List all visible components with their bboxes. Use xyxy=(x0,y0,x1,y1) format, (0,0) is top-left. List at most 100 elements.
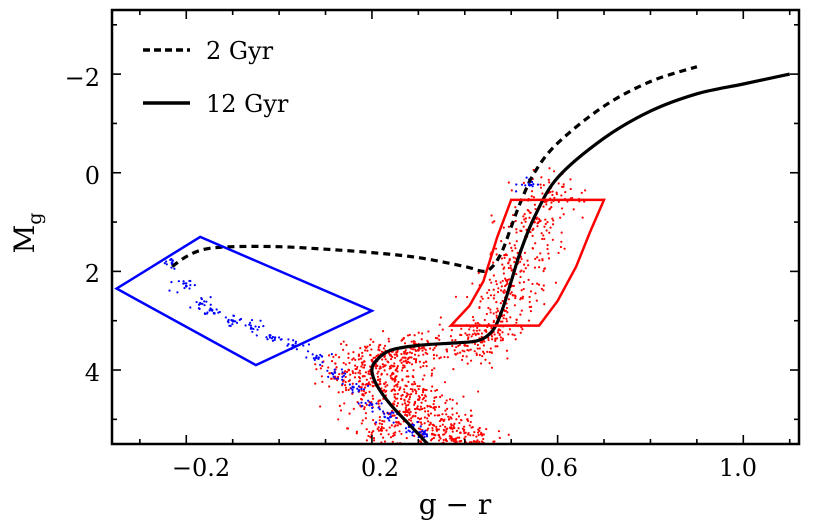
red-star-point xyxy=(478,426,481,430)
blue-star-point xyxy=(341,378,344,381)
red-star-point xyxy=(440,394,444,397)
red-star-point xyxy=(536,282,539,285)
red-star-point xyxy=(424,348,427,351)
red-star-point xyxy=(548,167,551,170)
red-star-point xyxy=(458,440,461,443)
blue-star-point xyxy=(425,435,429,438)
red-star-point xyxy=(431,385,434,388)
red-star-point xyxy=(413,434,416,438)
red-star-point xyxy=(393,433,396,437)
red-star-point xyxy=(503,256,506,259)
red-star-point xyxy=(457,415,461,418)
red-star-point xyxy=(439,316,442,319)
blue-star-point xyxy=(388,419,391,422)
blue-star-point xyxy=(351,385,354,388)
blue-star-point xyxy=(170,257,173,261)
red-star-point xyxy=(531,282,534,286)
red-star-point xyxy=(399,397,403,400)
red-star-point xyxy=(504,284,507,288)
red-star-point xyxy=(365,439,368,442)
red-star-point xyxy=(521,297,524,300)
blue-star-point xyxy=(273,336,277,340)
red-star-point xyxy=(387,361,390,364)
red-star-point xyxy=(400,394,403,397)
red-star-point xyxy=(468,328,471,331)
red-star-point xyxy=(494,280,498,283)
red-star-point xyxy=(483,318,486,322)
blue-star-point xyxy=(377,406,380,409)
red-star-point xyxy=(437,428,440,431)
red-star-point xyxy=(438,449,440,451)
red-star-point xyxy=(452,368,455,371)
blue-star-point xyxy=(331,373,335,376)
red-star-point xyxy=(505,320,508,323)
red-star-point xyxy=(470,426,473,429)
red-star-point xyxy=(405,394,408,398)
red-star-point xyxy=(458,343,461,347)
red-star-point xyxy=(497,329,500,332)
red-star-point xyxy=(439,395,442,399)
red-star-point xyxy=(441,328,444,331)
blue-star-point xyxy=(235,321,239,324)
red-star-point xyxy=(445,428,448,431)
blue-star-point xyxy=(249,321,252,324)
red-star-point xyxy=(383,420,386,423)
red-star-point xyxy=(348,379,351,382)
red-star-point xyxy=(534,257,537,260)
red-star-point xyxy=(422,396,426,399)
red-star-point xyxy=(382,347,386,350)
red-star-point xyxy=(526,259,529,262)
red-star-point xyxy=(402,410,405,413)
red-star-point xyxy=(435,388,439,392)
red-star-point xyxy=(522,287,525,291)
red-star-point xyxy=(392,372,395,375)
red-star-point xyxy=(512,284,515,288)
red-star-point xyxy=(429,412,433,415)
red-star-point xyxy=(377,346,380,349)
blue-star-point xyxy=(176,291,179,294)
red-star-point xyxy=(400,432,403,436)
red-star-point xyxy=(496,331,500,334)
red-star-point xyxy=(403,402,407,405)
red-star-point xyxy=(359,357,363,360)
red-star-point xyxy=(344,375,347,379)
red-star-point xyxy=(502,272,505,275)
blue-star-point xyxy=(273,338,276,342)
red-star-point xyxy=(436,450,438,452)
red-star-point xyxy=(451,398,454,402)
red-star-point xyxy=(421,378,424,381)
red-star-point xyxy=(424,395,428,398)
blue-star-point xyxy=(315,354,318,357)
isochrone-12gyr-line xyxy=(370,72,791,444)
red-star-point xyxy=(469,348,472,351)
blue-star-point xyxy=(266,338,269,341)
red-star-point xyxy=(513,294,516,297)
red-star-point xyxy=(367,370,370,373)
red-star-point xyxy=(559,245,563,249)
red-star-point xyxy=(466,295,469,299)
red-star-point xyxy=(500,285,503,288)
red-star-point xyxy=(523,213,526,216)
red-star-point xyxy=(478,329,481,332)
red-star-point xyxy=(492,319,496,322)
red-star-point xyxy=(383,440,387,443)
red-star-point xyxy=(377,429,381,432)
red-star-point xyxy=(490,338,494,341)
red-star-point xyxy=(512,256,515,259)
blue-star-point xyxy=(515,190,518,193)
red-star-point xyxy=(431,437,434,441)
red-star-point xyxy=(401,366,404,369)
red-star-point xyxy=(510,189,513,192)
red-star-point xyxy=(457,427,460,430)
red-star-point xyxy=(426,352,429,356)
red-star-point xyxy=(413,353,417,356)
red-star-point xyxy=(413,340,416,343)
blue-star-point xyxy=(390,411,393,414)
red-star-point xyxy=(520,229,523,233)
red-star-point xyxy=(528,305,531,309)
blue-star-point xyxy=(249,327,253,330)
red-star-point xyxy=(384,358,387,361)
red-star-point xyxy=(507,433,510,436)
red-star-point xyxy=(372,385,375,388)
red-star-point xyxy=(412,414,415,418)
